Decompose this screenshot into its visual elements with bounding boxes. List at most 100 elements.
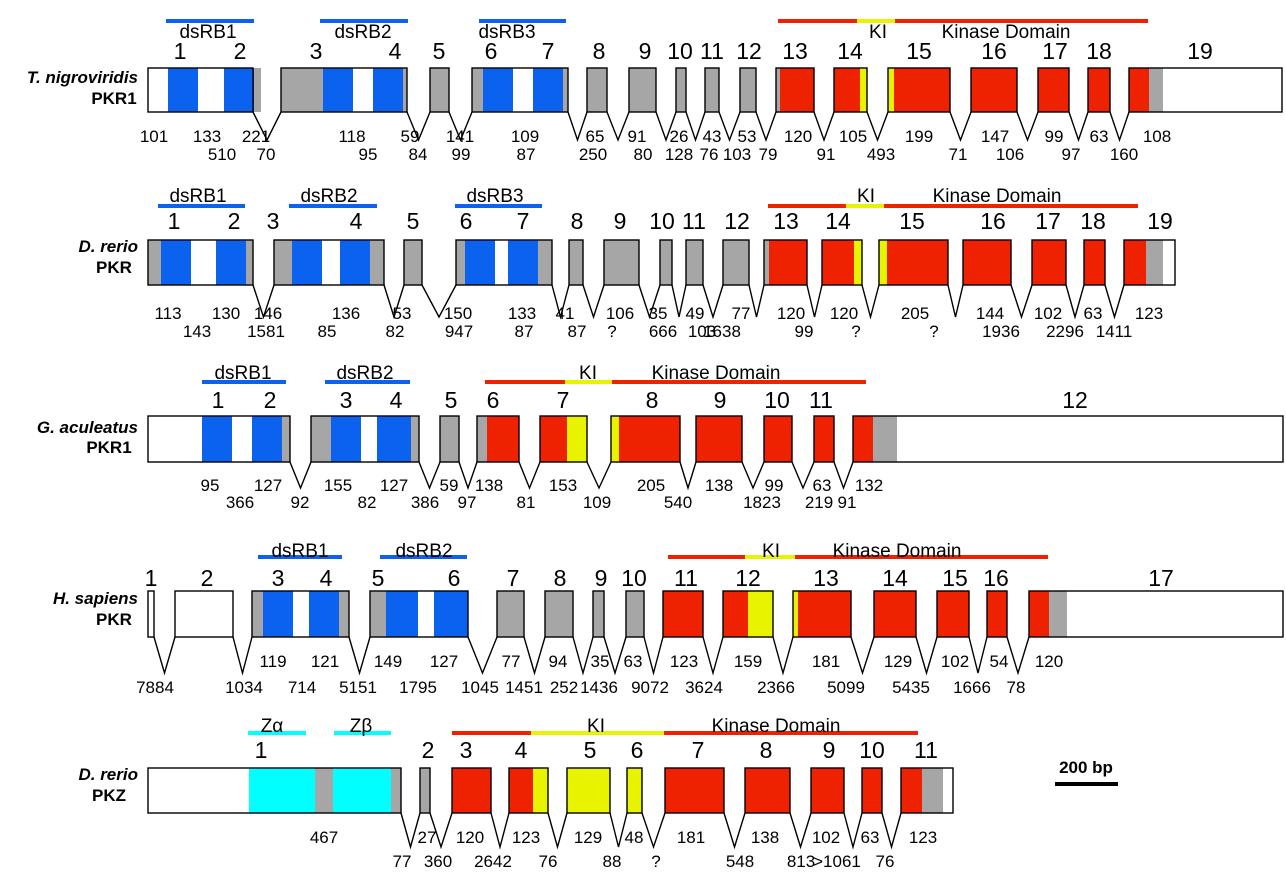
- exon-segment: [168, 68, 198, 112]
- exon-segment: [322, 240, 340, 285]
- intron-length-label: 252: [550, 678, 578, 697]
- exon-outline: [566, 767, 611, 814]
- exon-number: 17: [1148, 565, 1174, 591]
- intron-connector: [813, 111, 835, 143]
- exon-outline: [662, 590, 704, 638]
- exon-block: [403, 239, 423, 286]
- exon-length-label: 63: [1090, 127, 1109, 146]
- exon-outline: [625, 590, 645, 638]
- exon-segment: [1032, 240, 1066, 285]
- intron-length-label: 76: [539, 852, 558, 871]
- exon-number: 2: [422, 737, 435, 763]
- exon-outline: [675, 67, 687, 113]
- exon-length-label: 136: [332, 304, 360, 323]
- exon-segment: [274, 240, 292, 285]
- exon-segment: [465, 240, 495, 285]
- exon-segment: [191, 240, 216, 285]
- intron-length-label: 7884: [136, 678, 174, 697]
- intron-connector: [586, 461, 612, 490]
- exon-segment: [971, 68, 1017, 112]
- exon-block: [739, 67, 757, 113]
- exon-segment: [723, 591, 748, 637]
- exon-segment: [391, 768, 401, 813]
- exon-outline: [628, 67, 657, 113]
- intron-connector: [806, 284, 823, 318]
- intron-connector: [833, 461, 854, 491]
- exon-length-label: 127: [380, 476, 408, 495]
- exon-length-label: 146: [254, 304, 282, 323]
- gene-name: PKR: [96, 610, 132, 629]
- exon-outline: [962, 239, 1012, 286]
- intron-connector: [518, 461, 541, 490]
- exon-segment: [487, 416, 519, 462]
- exon-length-label: 130: [212, 304, 240, 323]
- intron-length-label: 9072: [631, 678, 669, 697]
- exon-number: 8: [593, 38, 606, 64]
- intron-connector: [1104, 284, 1125, 320]
- intron-length-label: 85: [318, 322, 337, 341]
- exon-outline: [704, 67, 720, 113]
- exon-block: [763, 239, 808, 286]
- exon-outline: [419, 767, 431, 814]
- exon-length-label: 159: [734, 652, 762, 671]
- exon-number: 3: [272, 565, 285, 591]
- exon-segment: [1163, 68, 1282, 112]
- domain-label: Kinase Domain: [933, 186, 1062, 207]
- exon-outline: [626, 767, 643, 814]
- exon-outline: [887, 67, 951, 113]
- intron-connector: [638, 284, 661, 320]
- intron-connector: [685, 111, 706, 143]
- intron-connector: [348, 636, 371, 676]
- exon-number: 1: [212, 387, 225, 413]
- intron-length-label: 99: [452, 145, 471, 164]
- exon-segment: [418, 591, 434, 637]
- exon-block: [704, 67, 720, 113]
- exon-block: [1123, 239, 1176, 286]
- intron-connector: [1016, 111, 1039, 142]
- exon-number: 8: [646, 387, 659, 413]
- exon-length-label: 43: [703, 127, 722, 146]
- exon-block: [659, 239, 673, 286]
- exon-segment: [282, 416, 290, 462]
- exon-block: [873, 590, 917, 638]
- intron-length-label: 714: [288, 678, 316, 697]
- exon-length-label: 35: [591, 652, 610, 671]
- exon-block: [722, 590, 774, 638]
- exon-block: [1087, 67, 1111, 113]
- intron-length-label: 493: [867, 145, 895, 164]
- exon-segment: [563, 68, 568, 112]
- exon-segment: [629, 68, 656, 112]
- exon-number: 4: [390, 387, 403, 413]
- exon-segment: [854, 240, 862, 285]
- exon-outline: [763, 239, 808, 286]
- exon-outline: [852, 415, 1284, 463]
- exon-segment: [497, 591, 524, 637]
- exon-block: [280, 67, 408, 113]
- intron-length-label: 666: [649, 322, 677, 341]
- exon-segment: [901, 768, 922, 813]
- exon-segment: [252, 416, 282, 462]
- exon-length-label: 63: [624, 652, 643, 671]
- exon-segment: [619, 416, 680, 462]
- domain-label: dsRB2: [395, 541, 452, 562]
- exon-length-label: 129: [574, 828, 602, 847]
- exon-number: 5: [372, 565, 385, 591]
- exon-length-label: 53: [738, 127, 757, 146]
- exon-number: 12: [736, 38, 762, 64]
- exon-segment: [323, 68, 353, 112]
- exon-segment: [626, 591, 644, 637]
- exon-number: 4: [515, 737, 528, 763]
- exon-block: [496, 590, 525, 638]
- exon-block: [628, 67, 657, 113]
- exon-length-label: 149: [374, 652, 402, 671]
- exon-block: [852, 415, 1284, 463]
- intron-length-label: 87: [517, 145, 536, 164]
- intron-connector: [1006, 636, 1030, 676]
- exon-number: 4: [389, 38, 402, 64]
- exon-segment: [705, 68, 719, 112]
- exon-segment: [853, 416, 873, 462]
